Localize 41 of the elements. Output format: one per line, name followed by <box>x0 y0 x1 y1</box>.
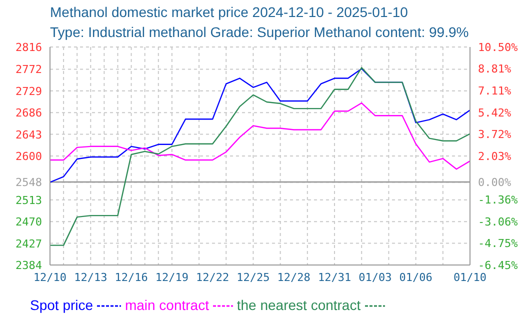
y-tick-label: 2772 <box>16 63 42 76</box>
x-tick-label: 01/03 <box>358 270 392 284</box>
y-tick-label: 2643 <box>16 128 42 142</box>
y2-tick-label: 3.72% <box>478 128 512 142</box>
line-series <box>50 67 470 246</box>
chart-subtitle: Type: Industrial methanol Grade: Superior Methanol content: 99.9% <box>50 24 469 40</box>
y-tick-label: 2384 <box>16 259 42 272</box>
y2-tick-label: -1.36% <box>478 194 518 207</box>
y2-tick-label: 8.81% <box>478 62 512 76</box>
y2-tick-label: 0.00% <box>478 176 512 190</box>
x-tick-label: 12/13 <box>74 270 108 284</box>
x-tick-label: 12/25 <box>236 270 270 284</box>
legend-label: main contract <box>124 297 210 313</box>
y-tick-label: 2729 <box>16 84 42 98</box>
x-tick-label: 01/06 <box>399 270 432 284</box>
y2-tick-label: -6.45% <box>478 259 518 272</box>
y2-tick-label: 7.11% <box>478 84 512 98</box>
chart-title: Methanol domestic market price 2024-12-10 - 2025-01-10 <box>50 4 408 20</box>
y-tick-label: 2470 <box>16 216 42 229</box>
y-tick-label: 2548 <box>16 176 42 190</box>
x-tick-label: 12/19 <box>155 270 188 284</box>
x-tick-label: 12/31 <box>318 270 352 284</box>
line-series <box>50 102 470 170</box>
legend-label: the nearest contract <box>236 297 362 313</box>
y-tick-label: 2427 <box>16 237 42 250</box>
y2-tick-label: 10.50% <box>478 41 518 54</box>
line-series <box>50 68 470 183</box>
y2-tick-label: 5.42% <box>478 106 512 120</box>
x-tick-label: 12/28 <box>277 270 310 284</box>
y2-tick-label: 2.03% <box>478 150 512 163</box>
legend-label: Spot price <box>30 297 94 313</box>
y-tick-label: 2686 <box>16 106 42 120</box>
y2-tick-label: -3.06% <box>478 215 518 228</box>
y2-tick-label: -4.75% <box>478 237 518 250</box>
y-tick-label: 2513 <box>16 194 42 207</box>
x-tick-label: 01/10 <box>453 270 487 284</box>
x-tick-label: 12/22 <box>196 270 230 284</box>
y-tick-label: 2816 <box>16 41 42 54</box>
y-tick-label: 2600 <box>16 150 42 163</box>
x-tick-label: 12/16 <box>114 270 148 284</box>
x-tick-label: 12/10 <box>33 270 67 284</box>
